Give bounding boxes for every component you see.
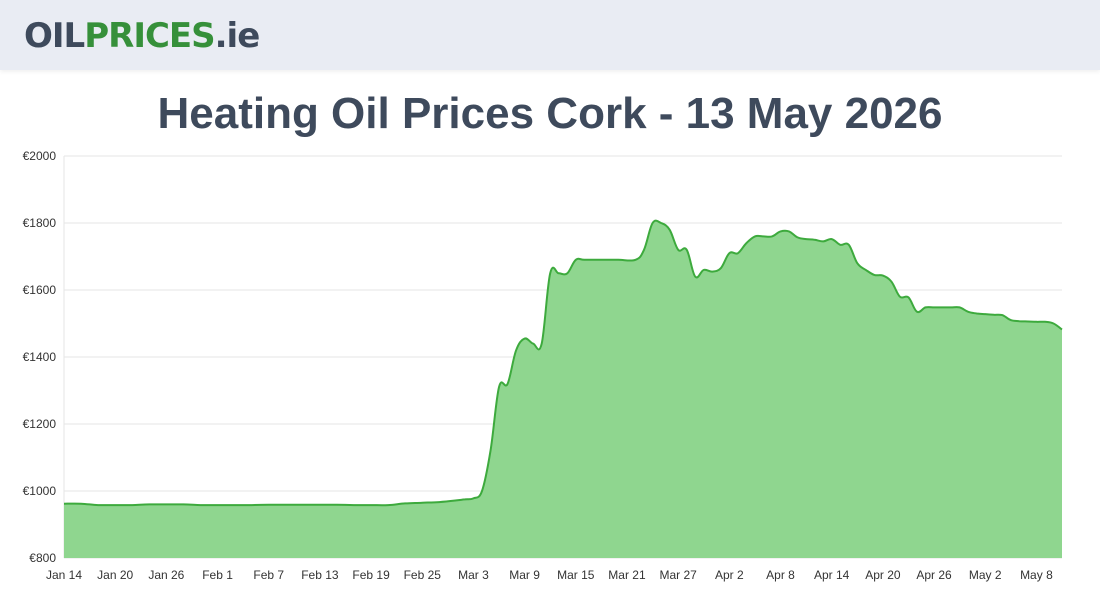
x-tick-label: Feb 25 (404, 568, 442, 582)
x-tick-label: Jan 14 (46, 568, 82, 582)
y-tick-label: €1000 (23, 484, 57, 498)
x-tick-label: Mar 21 (608, 568, 646, 582)
x-tick-label: Apr 8 (766, 568, 795, 582)
x-tick-label: Feb 1 (202, 568, 233, 582)
x-tick-label: Mar 3 (458, 568, 489, 582)
y-axis-ticks: €800 €1000 €1200 €1400 €1600 €1800 €2000 (23, 149, 57, 565)
logo-part-oil: OIL (24, 16, 85, 56)
price-line (63, 219, 1063, 507)
x-tick-label: Feb 19 (352, 568, 390, 582)
logo-part-ie: .ie (214, 16, 261, 56)
x-tick-label: Feb 13 (301, 568, 339, 582)
site-logo[interactable]: OILPRICES.ie (24, 14, 261, 58)
x-tick-label: Apr 20 (865, 568, 901, 582)
y-tick-label: €800 (29, 551, 56, 565)
x-tick-label: May 8 (1020, 568, 1053, 582)
price-area (64, 220, 1062, 558)
y-tick-label: €1400 (23, 350, 57, 364)
y-tick-label: €1800 (23, 216, 57, 230)
x-tick-label: Mar 15 (557, 568, 595, 582)
x-tick-label: May 2 (969, 568, 1002, 582)
x-tick-label: Mar 27 (659, 568, 697, 582)
x-tick-label: Apr 14 (814, 568, 850, 582)
logo-part-prices: PRICES (84, 16, 215, 56)
x-tick-label: Apr 2 (715, 568, 744, 582)
y-tick-label: €2000 (23, 149, 57, 163)
y-tick-label: €1200 (23, 417, 57, 431)
x-tick-label: Feb 7 (253, 568, 284, 582)
y-tick-label: €1600 (23, 283, 57, 297)
x-tick-label: Apr 26 (916, 568, 952, 582)
chart-title: Heating Oil Prices Cork - 13 May 2026 (157, 89, 943, 138)
x-tick-label: Jan 26 (148, 568, 184, 582)
x-tick-label: Mar 9 (509, 568, 540, 582)
site-header: OILPRICES.ie (0, 0, 1100, 70)
x-axis-ticks: Jan 14 Jan 20 Jan 26 Feb 1 Feb 7 Feb 13 Feb 19… (46, 568, 1053, 582)
x-tick-label: Jan 20 (97, 568, 133, 582)
